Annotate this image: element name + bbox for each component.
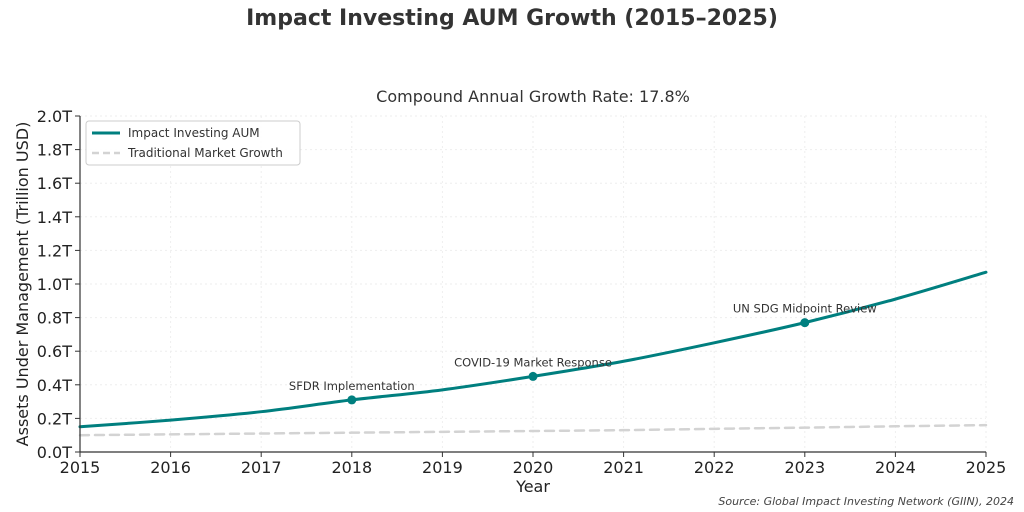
grid: [79, 115, 987, 453]
x-tick-label: 2017: [241, 458, 282, 477]
y-tick-label: 1.4T: [37, 208, 72, 227]
legend-label: Traditional Market Growth: [127, 146, 283, 160]
y-tick-label: 1.2T: [37, 241, 72, 260]
y-tick-label: 2.0T: [37, 107, 72, 126]
y-tick-label: 0.6T: [37, 342, 72, 361]
x-tick-label: 2015: [60, 458, 101, 477]
x-tick-label: 2023: [784, 458, 825, 477]
x-tick-label: 2019: [422, 458, 463, 477]
traditional-growth-line: [78, 423, 988, 437]
annotation-point: [528, 371, 538, 381]
annotation-label: UN SDG Midpoint Review: [733, 302, 877, 316]
x-tick-label: 2016: [150, 458, 191, 477]
annotation-label: SFDR Implementation: [289, 379, 415, 393]
x-tick-label: 2018: [331, 458, 372, 477]
axes: 0.0T 0.2T 0.4T 0.6T 0.8T 1.0T 1.2T 1.4T 1.6T 1.8T…: [37, 107, 1007, 477]
chart-subtitle: Compound Annual Growth Rate: 17.8%: [376, 87, 690, 106]
x-tick-label: 2021: [603, 458, 644, 477]
y-tick-label: 1.0T: [37, 275, 72, 294]
source-note: Source: Global Impact Investing Network …: [718, 495, 1014, 508]
x-tick-label: 2025: [966, 458, 1007, 477]
x-axis-label: Year: [515, 477, 550, 496]
y-tick-label: 0.0T: [37, 443, 72, 462]
annotation-label: COVID-19 Market Response: [454, 355, 612, 369]
chart-title: Impact Investing AUM Growth (2015–2025): [246, 6, 778, 31]
impact-aum-line: [78, 270, 988, 429]
y-tick-label: 1.8T: [37, 141, 72, 160]
legend-box: [85, 120, 301, 166]
y-tick-label: 0.2T: [37, 409, 72, 428]
x-tick-label: 2022: [694, 458, 735, 477]
y-tick-label: 0.8T: [37, 309, 72, 328]
legend: Impact Investing AUM Traditional Market G…: [85, 120, 301, 166]
annotation-point: [347, 395, 357, 405]
x-tick-label: 2020: [513, 458, 554, 477]
y-tick-label: 1.6T: [37, 174, 72, 193]
legend-label: Impact Investing AUM: [128, 126, 260, 140]
annotation-point: [800, 318, 810, 328]
x-tick-label: 2024: [875, 458, 916, 477]
annotations: SFDR Implementation COVID-19 Market Respo…: [289, 302, 877, 405]
y-axis-label: Assets Under Management (Trillion USD): [13, 122, 32, 447]
y-tick-label: 0.4T: [37, 376, 72, 395]
